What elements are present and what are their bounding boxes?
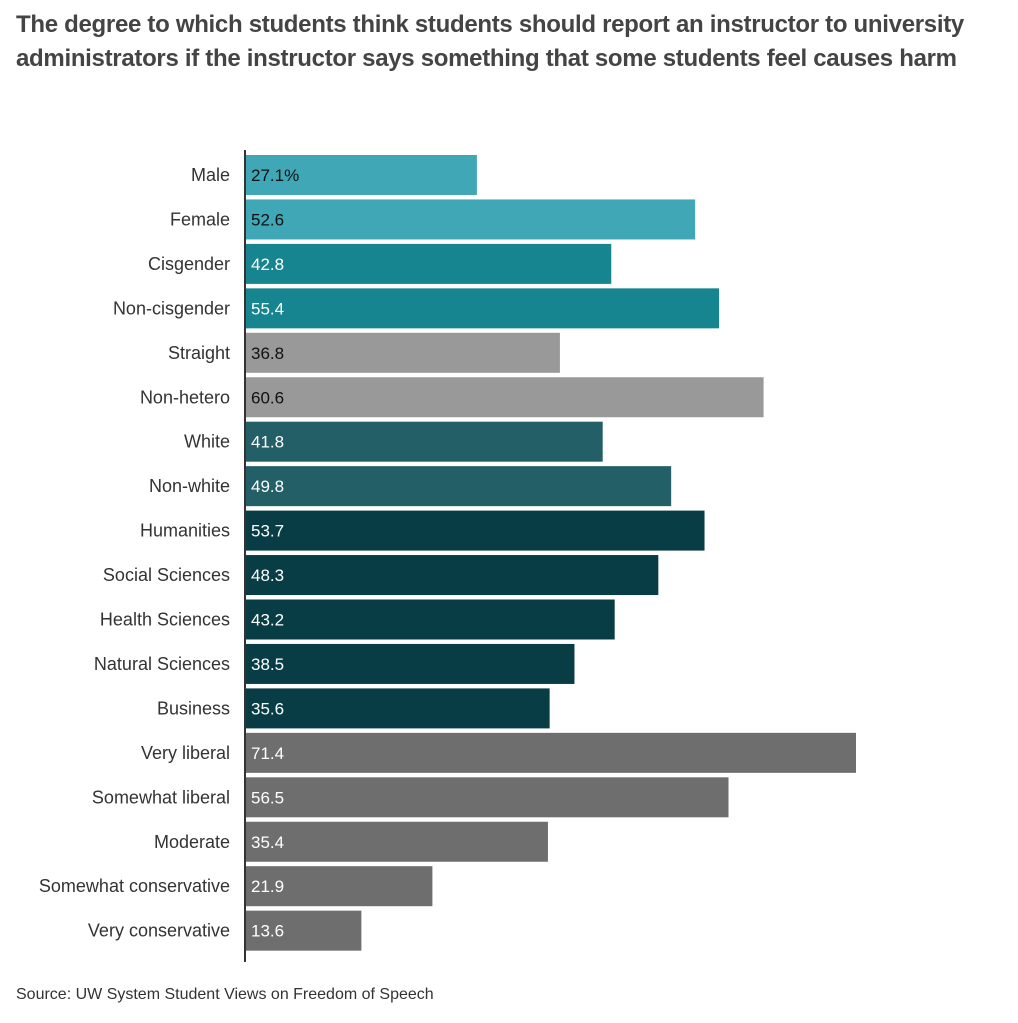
category-label: Natural Sciences bbox=[94, 654, 230, 674]
data-label: 60.6 bbox=[251, 388, 284, 407]
bar bbox=[245, 510, 705, 551]
category-label: Health Sciences bbox=[100, 610, 230, 630]
data-label: 21.9 bbox=[251, 877, 284, 896]
bar bbox=[245, 288, 720, 329]
category-label: Non-hetero bbox=[140, 387, 230, 407]
data-label: 36.8 bbox=[251, 344, 284, 363]
data-label: 71.4 bbox=[251, 744, 284, 763]
category-label: Humanities bbox=[140, 521, 230, 541]
bar bbox=[245, 332, 560, 373]
bar bbox=[245, 599, 615, 640]
bar bbox=[245, 777, 729, 818]
category-label: Very liberal bbox=[141, 743, 230, 763]
data-label: 56.5 bbox=[251, 788, 284, 807]
category-label: Straight bbox=[168, 343, 230, 363]
category-label: Non-cisgender bbox=[113, 298, 230, 318]
bar bbox=[245, 199, 696, 240]
bar bbox=[245, 421, 603, 462]
data-label: 55.4 bbox=[251, 299, 284, 318]
category-label: Cisgender bbox=[148, 254, 230, 274]
category-label: Somewhat liberal bbox=[92, 787, 230, 807]
data-label: 35.4 bbox=[251, 833, 284, 852]
category-label: Non-white bbox=[149, 476, 230, 496]
bar bbox=[245, 155, 477, 195]
data-label: 52.6 bbox=[251, 210, 284, 229]
data-label: 41.8 bbox=[251, 433, 284, 452]
category-label: Very conservative bbox=[88, 921, 230, 941]
data-label: 38.5 bbox=[251, 655, 284, 674]
category-label: Somewhat conservative bbox=[39, 876, 230, 896]
bar bbox=[245, 910, 362, 951]
data-label: 42.8 bbox=[251, 255, 284, 274]
bar bbox=[245, 821, 548, 862]
data-label: 43.2 bbox=[251, 611, 284, 630]
data-label: 49.8 bbox=[251, 477, 284, 496]
category-label: Business bbox=[157, 698, 230, 718]
category-label: Social Sciences bbox=[103, 565, 230, 585]
data-label: 35.6 bbox=[251, 699, 284, 718]
bar bbox=[245, 732, 856, 773]
category-label: White bbox=[184, 432, 230, 452]
bar bbox=[245, 466, 672, 507]
data-label: 13.6 bbox=[251, 922, 284, 941]
bar bbox=[245, 555, 659, 596]
bar bbox=[245, 243, 612, 284]
bar bbox=[245, 866, 433, 907]
category-label: Female bbox=[170, 209, 230, 229]
bar bbox=[245, 643, 575, 684]
bar bbox=[245, 377, 764, 418]
data-label: 27.1% bbox=[251, 166, 299, 185]
bar bbox=[245, 688, 550, 729]
data-label: 53.7 bbox=[251, 522, 284, 541]
data-label: 48.3 bbox=[251, 566, 284, 585]
category-label: Moderate bbox=[154, 832, 230, 852]
source-note: Source: UW System Student Views on Freed… bbox=[16, 986, 434, 1003]
category-label: Male bbox=[191, 165, 230, 185]
chart-title: The degree to which students think stude… bbox=[16, 11, 964, 72]
